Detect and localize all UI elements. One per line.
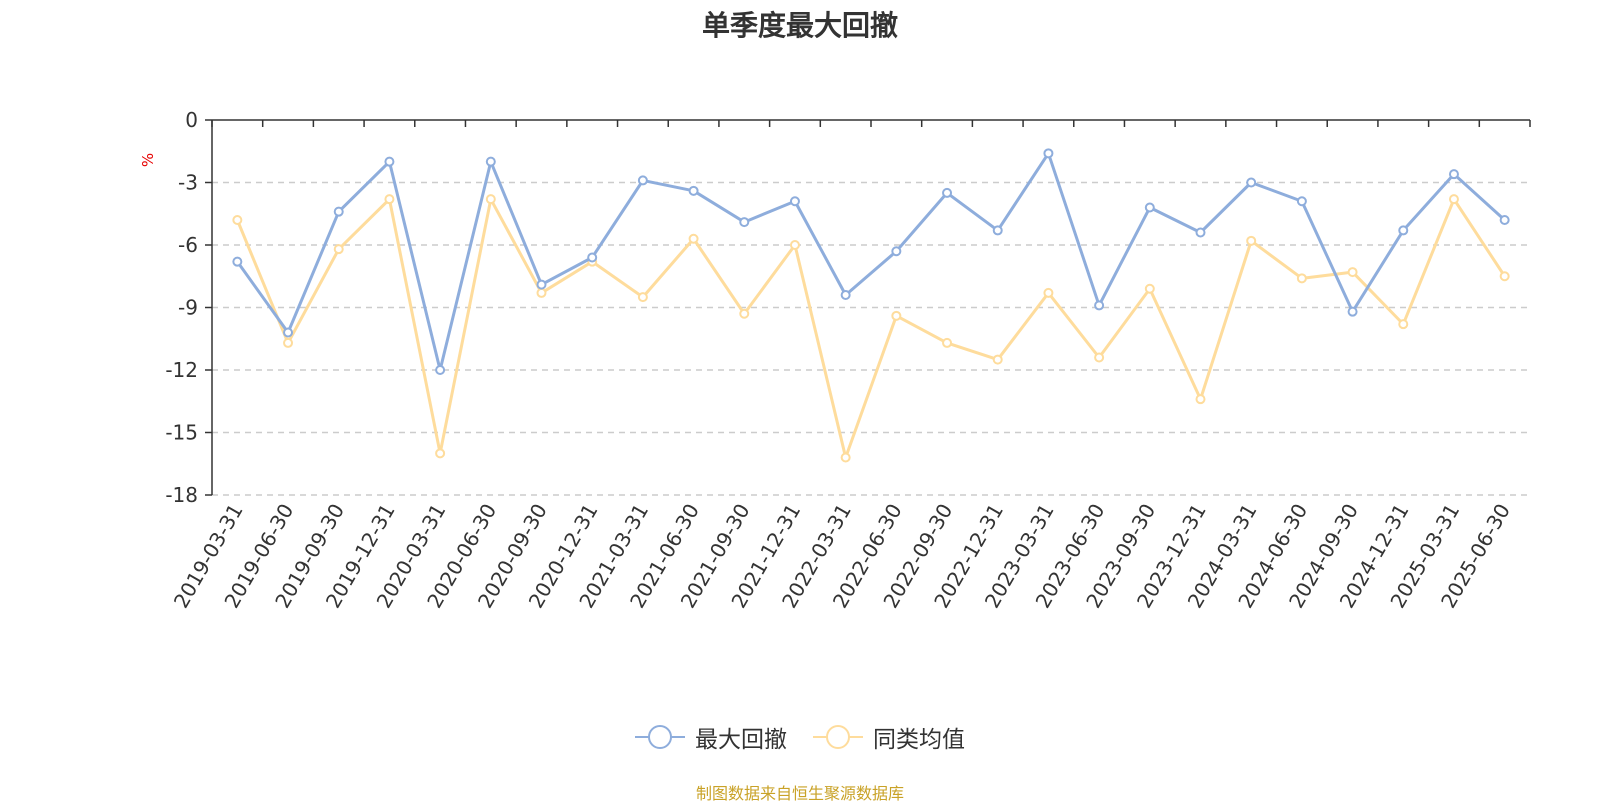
data-point xyxy=(333,206,344,217)
y-tick-label: -9 xyxy=(178,296,198,320)
data-point xyxy=(1448,194,1459,205)
data-point xyxy=(1347,267,1358,278)
data-point xyxy=(1144,202,1155,213)
legend-line-circle-icon xyxy=(635,725,685,749)
data-point xyxy=(789,196,800,207)
data-point xyxy=(587,252,598,263)
data-point xyxy=(992,354,1003,365)
legend-item-series-0[interactable]: 最大回撤 xyxy=(635,720,787,754)
grid-lines xyxy=(212,181,1530,496)
series-line-1 xyxy=(235,197,1506,459)
y-tick-label: -18 xyxy=(165,483,198,507)
data-point xyxy=(485,156,496,167)
y-tick-label: -6 xyxy=(178,233,198,257)
data-point xyxy=(1043,148,1054,159)
y-tick-label: -12 xyxy=(165,358,198,382)
data-point xyxy=(637,175,648,186)
data-point xyxy=(1296,196,1307,207)
data-point xyxy=(1296,273,1307,284)
data-point xyxy=(840,290,851,300)
data-point xyxy=(1347,306,1358,317)
data-point xyxy=(789,240,800,250)
data-point xyxy=(739,308,750,319)
legend-label: 最大回撤 xyxy=(695,727,787,753)
data-point xyxy=(333,244,344,255)
data-point xyxy=(637,292,648,303)
data-point xyxy=(384,156,395,167)
data-point xyxy=(1043,287,1054,298)
data-point xyxy=(485,194,496,205)
data-point xyxy=(232,256,243,267)
data-point xyxy=(688,185,699,196)
data-point xyxy=(283,327,294,338)
data-point xyxy=(283,337,294,348)
data-point xyxy=(1094,352,1105,363)
data-point xyxy=(536,279,547,290)
data-point xyxy=(1499,215,1510,225)
axes: 0-3-6-9-12-15-182019-03-312019-06-302019… xyxy=(165,108,1531,612)
y-axis-label: % xyxy=(139,153,157,167)
data-point xyxy=(992,225,1003,236)
chart-title: 单季度最大回撤 xyxy=(701,9,898,42)
data-point xyxy=(435,365,446,375)
series xyxy=(232,148,1510,463)
series-line-0 xyxy=(236,151,1506,372)
legend-line-circle-icon xyxy=(813,725,863,749)
legend: 最大回撤 同类均值 xyxy=(0,720,1600,754)
data-point xyxy=(536,287,547,298)
data-point xyxy=(1195,394,1206,405)
data-point xyxy=(1246,235,1257,246)
data-point xyxy=(1398,319,1409,330)
y-tick-label: 0 xyxy=(185,108,198,132)
legend-item-series-1[interactable]: 同类均值 xyxy=(813,720,965,754)
data-point xyxy=(942,187,953,198)
data-point xyxy=(1398,225,1409,236)
data-point xyxy=(688,233,699,244)
y-tick-label: -3 xyxy=(178,171,198,195)
source-note: 制图数据来自恒生聚源数据库 xyxy=(695,784,904,803)
data-point xyxy=(1448,169,1459,180)
data-point xyxy=(1195,227,1206,238)
data-point xyxy=(1246,177,1257,188)
data-point xyxy=(891,246,902,257)
data-point xyxy=(942,337,953,348)
data-point xyxy=(1499,271,1510,282)
data-point xyxy=(1144,283,1155,294)
legend-label: 同类均值 xyxy=(873,727,965,753)
data-point xyxy=(384,194,395,205)
data-point xyxy=(232,215,243,225)
data-point xyxy=(840,452,851,463)
data-point xyxy=(1094,300,1105,311)
data-point xyxy=(435,448,446,459)
data-point xyxy=(891,310,902,321)
y-tick-label: -15 xyxy=(165,421,198,445)
data-point xyxy=(739,217,750,228)
